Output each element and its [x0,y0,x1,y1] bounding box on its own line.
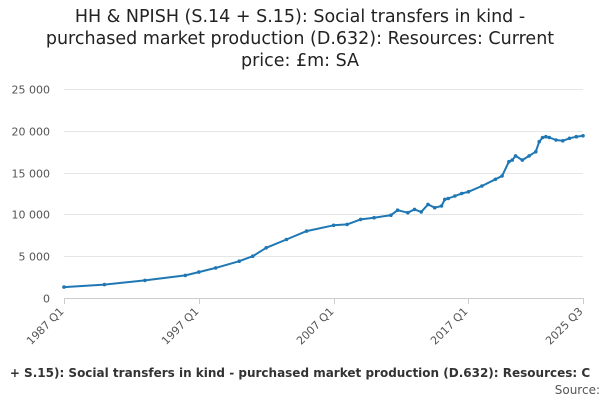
data-point [527,154,531,158]
data-point [358,217,363,222]
data-point [554,138,558,142]
x-tick-label: 1997 Q1 [159,305,202,348]
data-point [561,139,565,143]
data-point [372,215,376,220]
chart-title: HH & NPISH (S.14 + S.15): Social transfe… [20,6,580,72]
data-point [520,158,525,162]
data-point [537,139,541,144]
data-point [419,210,424,214]
data-point [395,208,400,212]
chart-title-line-2: purchased market production (D.632): Res… [45,29,555,49]
y-tick-label: 25 000 [12,84,51,97]
y-tick-label: 10 000 [12,209,51,222]
x-tick-label: 2017 Q1 [428,305,471,348]
chart-title-line-1: HH & NPISH (S.14 + S.15): Social transfe… [74,7,526,27]
data-point [389,213,393,217]
data-point [500,174,504,178]
data-point [213,266,218,270]
data-point [197,270,201,274]
data-point [304,229,309,233]
data-point [540,135,545,140]
data-point [331,223,336,228]
data-point [544,134,548,139]
data-point [345,222,349,227]
data-point [443,197,447,202]
legend-label: + S.15): Social transfers in kind - purc… [9,366,591,380]
data-point [102,282,107,287]
data-point [574,134,579,139]
data-point [466,190,471,194]
chart-title-line-3: price: £m: SA [240,51,360,71]
data-point [426,202,430,207]
data-point [284,237,289,242]
data-point [183,273,188,278]
data-point [507,159,511,164]
x-tick-label: 2007 Q1 [294,305,337,348]
data-point [432,205,437,210]
data-point [453,194,457,198]
data-point [406,210,410,215]
y-tick-label: 0 [43,293,50,306]
source-label: Source: [554,383,600,397]
data-point [581,134,585,138]
data-point [480,184,484,188]
data-point [547,135,552,140]
data-point [439,204,444,208]
x-tick-label: 2025 Q3 [543,305,586,348]
data-point [459,191,464,196]
data-point [567,136,572,141]
data-point [513,154,518,158]
data-point [250,254,255,258]
data-point [446,196,451,201]
data-point [264,246,269,250]
series-line [63,134,584,289]
y-tick-label: 20 000 [12,126,51,139]
data-point [412,207,417,212]
data-point [510,158,514,162]
data-point [143,278,147,283]
y-tick-label: 15 000 [12,168,51,181]
x-tick-label: 1987 Q1 [24,305,67,348]
data-point [493,177,498,182]
y-tick-label: 5 000 [19,251,51,264]
data-point [237,259,241,264]
data-point [62,285,66,289]
data-point [534,149,538,154]
